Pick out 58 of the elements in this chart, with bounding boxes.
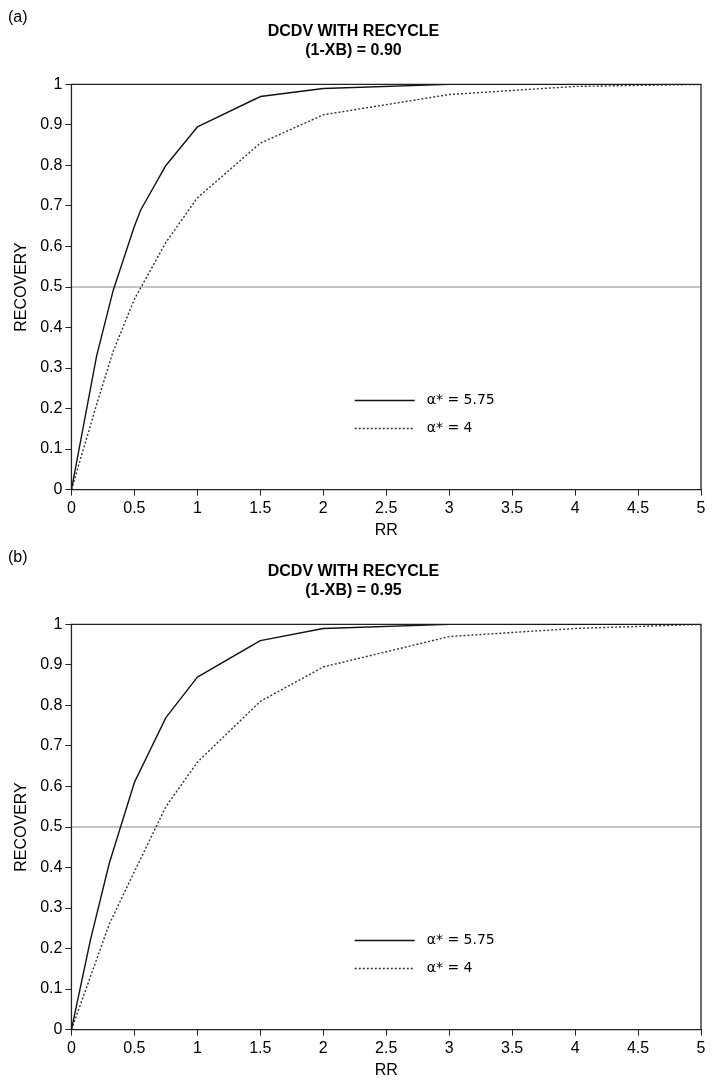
x-tick-label: 1.5: [249, 1038, 272, 1056]
x-tick-label: 4: [570, 498, 580, 516]
y-tick-label: 0.3: [40, 898, 63, 916]
y-tick-label: 0.9: [40, 655, 63, 673]
x-axis-title: RR: [374, 520, 398, 538]
x-tick-label: 0: [66, 498, 76, 516]
x-tick-label: 5: [696, 498, 706, 516]
x-tick-label: 3: [444, 1038, 454, 1056]
chart-title: DCDV WITH RECYCLE: [267, 22, 440, 40]
y-tick-label: 0: [53, 480, 63, 498]
y-tick-label: 0.8: [40, 155, 63, 173]
legend-label: α* = 4: [426, 419, 473, 436]
x-tick-label: 4: [570, 1038, 580, 1056]
x-tick-label: 0: [66, 1038, 76, 1056]
x-tick-label: 3: [444, 498, 454, 516]
y-tick-label: 0.9: [40, 115, 63, 133]
y-tick-label: 0.8: [40, 695, 63, 713]
legend-label: α* = 4: [426, 959, 473, 976]
x-tick-label: 2.5: [375, 498, 398, 516]
y-tick-label: 0.6: [40, 776, 63, 794]
y-tick-label: 0.5: [40, 817, 63, 835]
y-tick-label: 0.3: [40, 358, 63, 376]
x-tick-label: 1: [192, 498, 202, 516]
text: (b): [8, 548, 28, 566]
legend-label: α* = 5.75: [426, 391, 495, 408]
x-axis-title: RR: [374, 1060, 398, 1078]
y-tick-label: 0.5: [40, 277, 63, 295]
y-axis-title: RECOVERY: [12, 781, 30, 872]
y-tick-label: 0.4: [40, 317, 63, 335]
x-tick-label: 4.5: [626, 1038, 650, 1056]
y-tick-label: 0.4: [40, 857, 63, 875]
x-tick-label: 0.5: [123, 1038, 146, 1056]
x-tick-label: 1.5: [249, 498, 272, 516]
y-tick-label: 0.1: [40, 439, 63, 457]
y-axis-title: RECOVERY: [12, 241, 30, 332]
x-tick-label: 5: [696, 1038, 706, 1056]
y-tick-label: 1: [53, 74, 63, 92]
y-tick-label: 0.2: [40, 938, 63, 956]
x-tick-label: 2: [318, 1038, 328, 1056]
y-tick-label: 0.7: [40, 736, 63, 754]
chart-title: DCDV WITH RECYCLE: [267, 562, 440, 580]
y-tick-label: 0: [53, 1020, 63, 1038]
y-tick-label: 0.1: [40, 979, 63, 997]
y-tick-label: 1: [53, 614, 63, 632]
x-tick-label: 2: [318, 498, 328, 516]
text: (a): [8, 8, 28, 26]
legend-label: α* = 5.75: [426, 931, 495, 948]
y-tick-label: 0.7: [40, 196, 63, 214]
x-tick-label: 4.5: [626, 498, 650, 516]
chart-subtitle: (1-XB) = 0.90: [305, 41, 402, 59]
x-tick-label: 2.5: [375, 1038, 398, 1056]
x-tick-label: 3.5: [501, 1038, 524, 1056]
y-tick-label: 0.2: [40, 398, 63, 416]
y-tick-label: 0.6: [40, 236, 63, 254]
chart-subtitle: (1-XB) = 0.95: [305, 581, 402, 599]
x-tick-label: 0.5: [123, 498, 146, 516]
x-tick-label: 1: [192, 1038, 202, 1056]
x-tick-label: 3.5: [501, 498, 524, 516]
